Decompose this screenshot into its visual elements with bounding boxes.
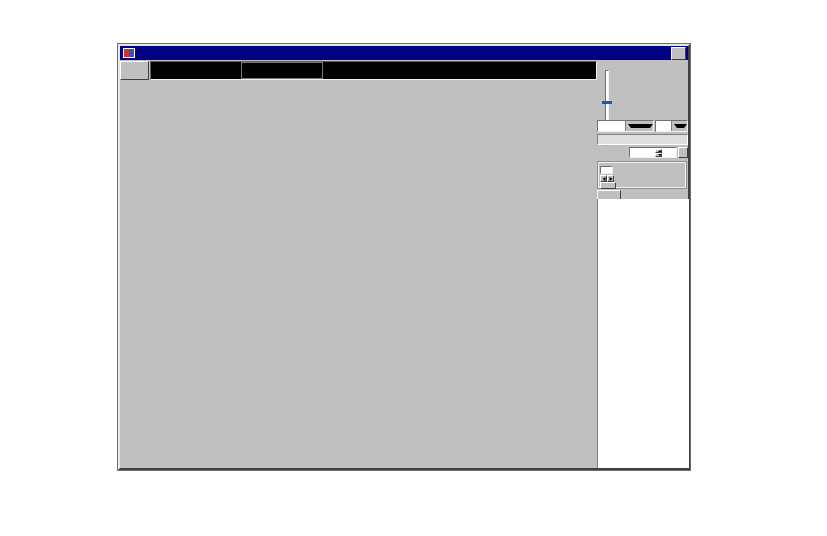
playback-combobox[interactable] [629, 147, 677, 158]
volume-slider-handle[interactable] [602, 101, 612, 104]
next-button[interactable] [607, 175, 614, 182]
overload-readout [241, 62, 323, 79]
scaling-group [597, 161, 687, 189]
freq-combobox[interactable] [655, 120, 688, 132]
browse-button[interactable] [678, 147, 688, 158]
title-bar[interactable] [120, 46, 688, 60]
equalizer-strip [150, 61, 597, 80]
reset-eq-button[interactable] [120, 61, 149, 80]
close-icon[interactable] [671, 46, 686, 60]
playback-spinner[interactable] [653, 148, 676, 157]
status-display [597, 134, 688, 145]
chevron-down-icon[interactable] [625, 121, 653, 131]
app-window [118, 44, 690, 470]
page-field[interactable] [600, 166, 613, 174]
mode-combobox[interactable] [597, 120, 654, 132]
bmp-button[interactable] [600, 182, 616, 189]
app-icon[interactable] [123, 48, 135, 58]
prev-button[interactable] [600, 175, 607, 182]
chevron-down-icon[interactable] [671, 121, 687, 131]
channel-table [597, 199, 689, 468]
control-panel [597, 61, 688, 201]
